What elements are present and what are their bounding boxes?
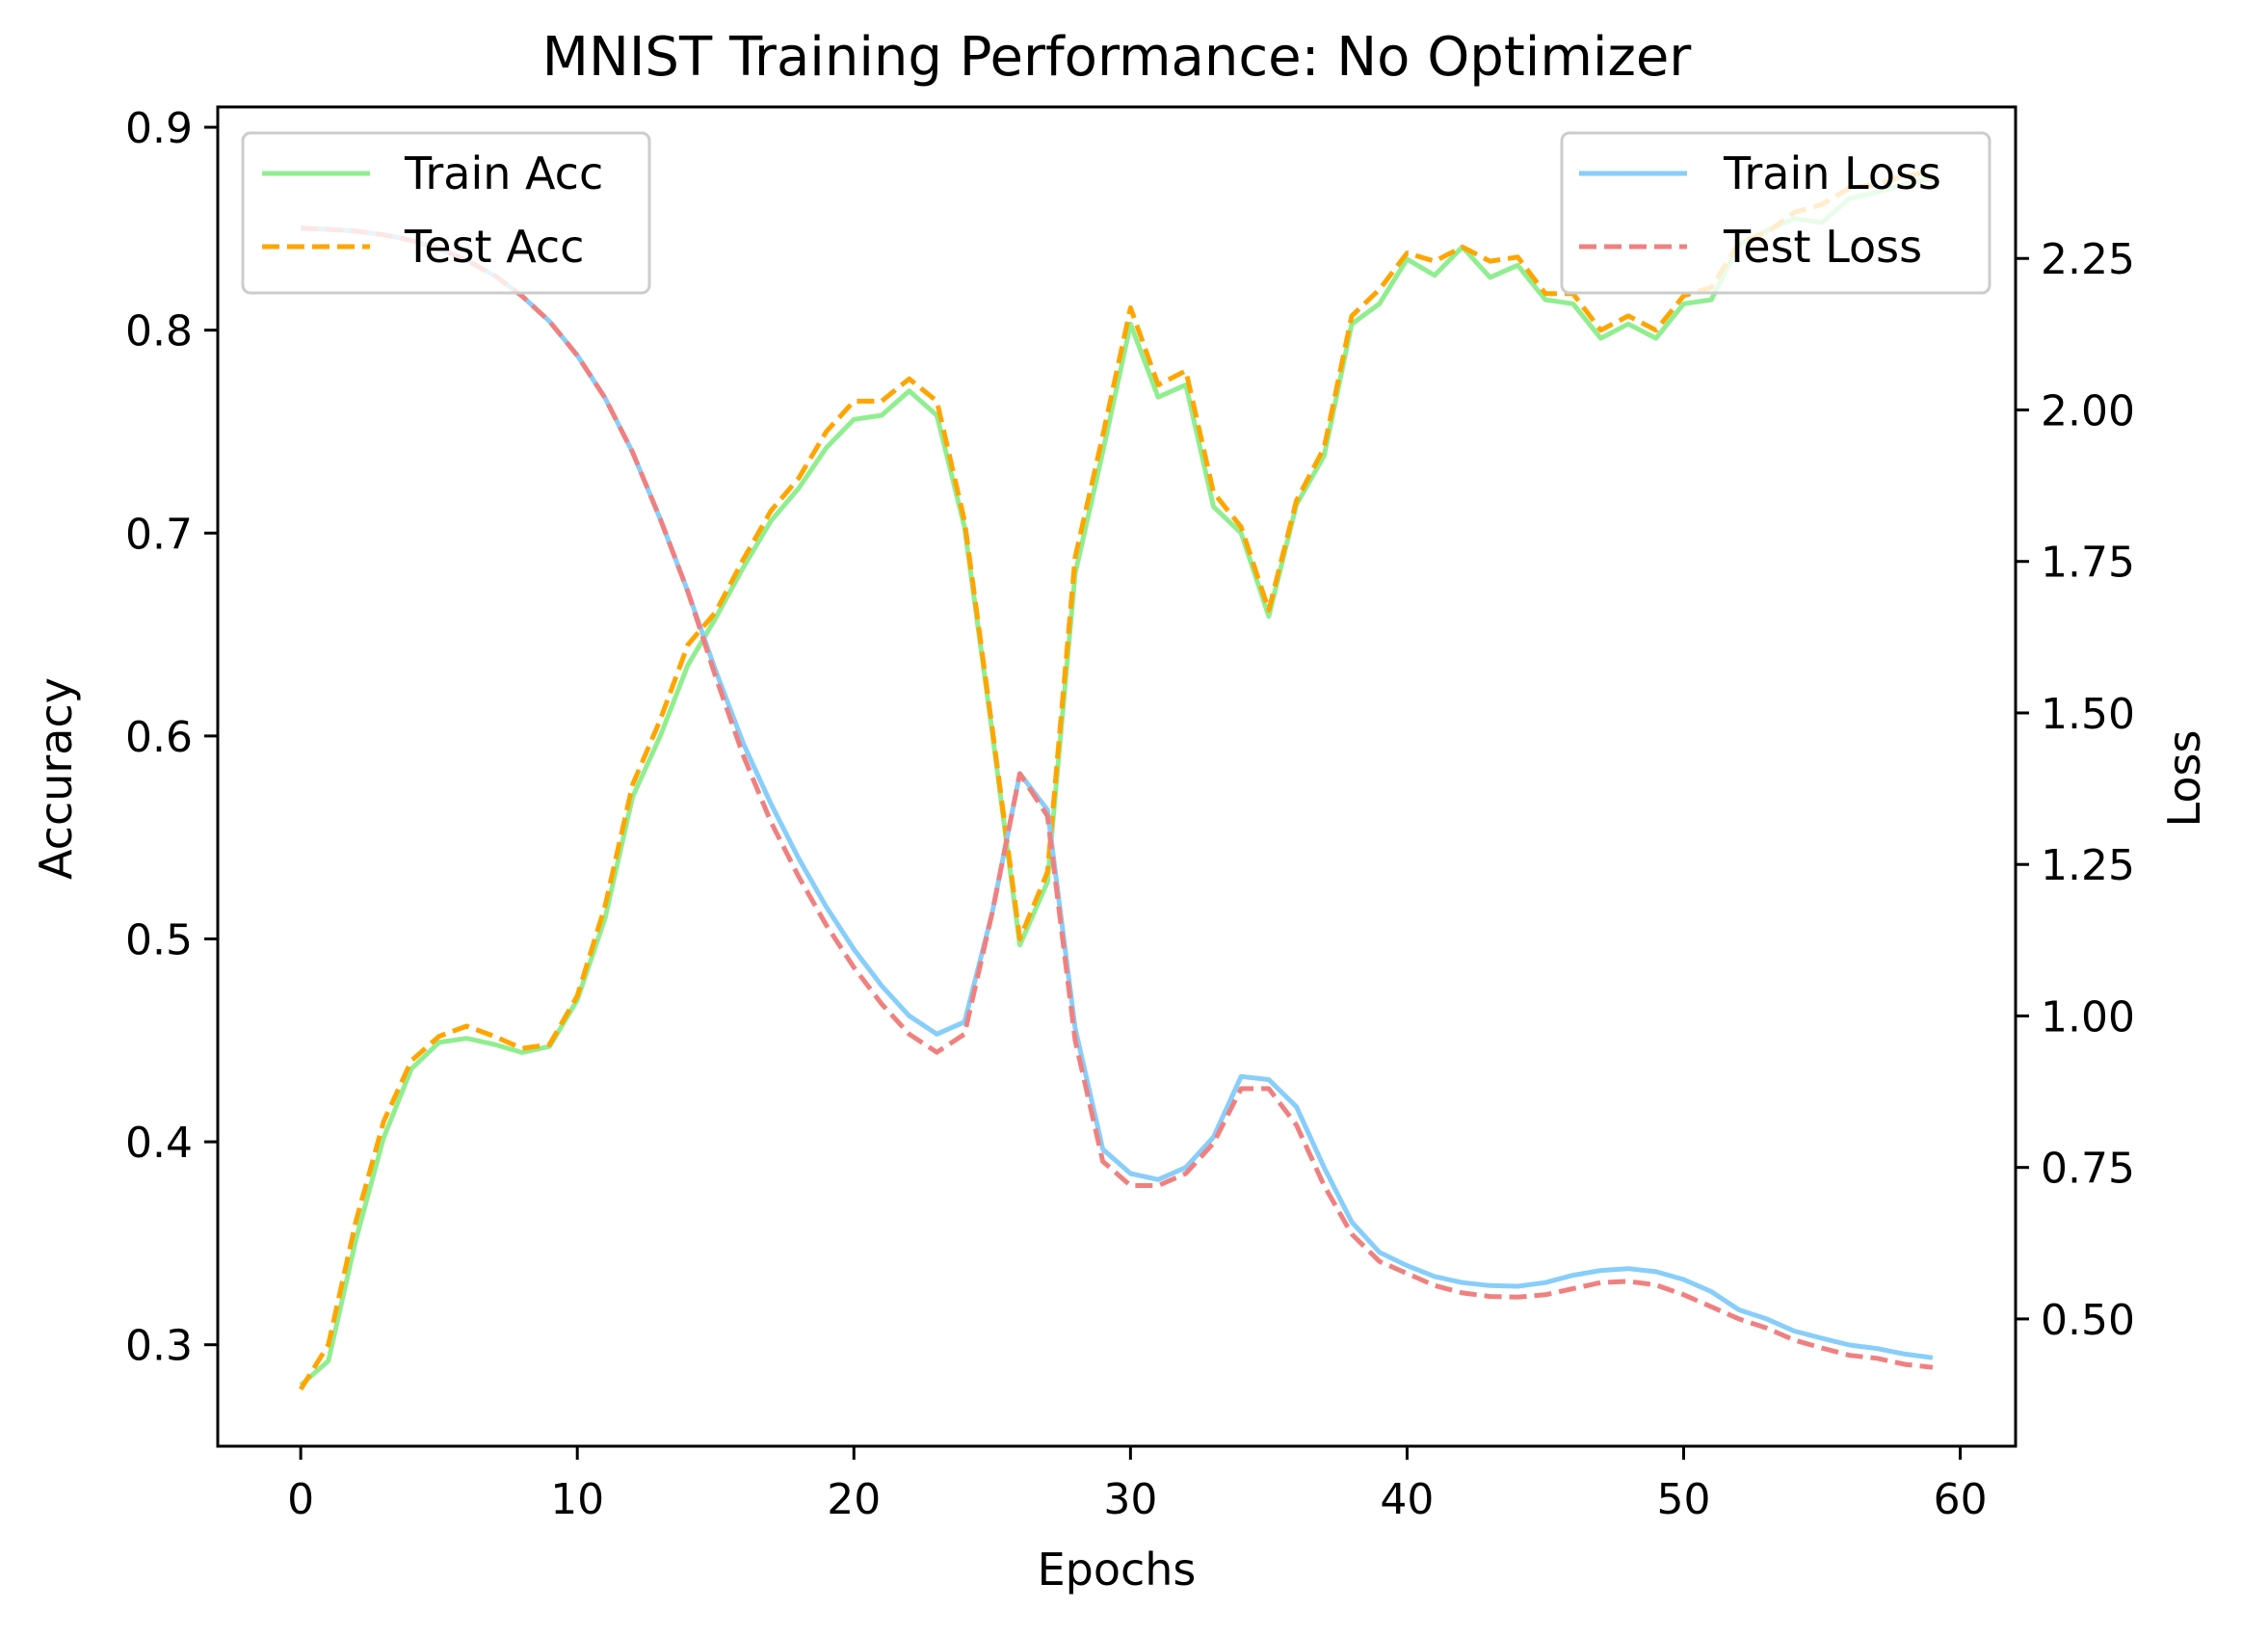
chart-title: MNIST Training Performance: No Optimizer (542, 26, 1693, 89)
plot-frame (216, 105, 2017, 1448)
x-tick-label: 10 (550, 1475, 604, 1524)
y2-axis-ticks: 0.50 0.75 1.00 1.25 1.50 1.75 2.00 2.25 (2016, 235, 2135, 1345)
series-line-test-acc (298, 169, 1934, 1391)
x-tick-label: 60 (1934, 1475, 1988, 1524)
y-tick-label: 0.7 (125, 510, 193, 559)
y-tick-label: 0.8 (125, 307, 193, 356)
y2-tick-label: 0.50 (2041, 1296, 2135, 1345)
y-tick-label: 0.3 (125, 1322, 193, 1371)
series-line-test-loss (300, 225, 1934, 1370)
y-tick-label: 0.9 (125, 104, 193, 153)
legend-test-acc-label: Test Acc (404, 221, 584, 273)
x-axis-title: Epochs (1038, 1544, 1197, 1596)
legend-train-loss-label: Train Loss (1723, 147, 1941, 199)
x-tick-label: 50 (1657, 1475, 1711, 1524)
y-tick-label: 0.5 (125, 915, 193, 964)
y-axis-ticks: 0.3 0.4 0.5 0.6 0.7 0.8 0.9 (125, 104, 218, 1371)
y2-tick-label: 2.00 (2041, 386, 2135, 435)
y2-axis-title: Loss (2158, 730, 2210, 828)
x-tick-label: 0 (287, 1475, 314, 1524)
y2-tick-label: 1.00 (2041, 992, 2135, 1042)
series-line-train-acc (299, 175, 1934, 1387)
y2-tick-label: 2.25 (2041, 235, 2135, 284)
legend-loss: Train Loss Test Loss (1560, 131, 1991, 295)
legend-train-acc-label: Train Acc (404, 147, 603, 199)
x-tick-label: 40 (1380, 1475, 1434, 1524)
legend-test-loss-label: Test Loss (1723, 221, 1922, 273)
y2-tick-label: 1.75 (2041, 539, 2135, 588)
y2-tick-label: 1.25 (2041, 841, 2135, 890)
x-axis-ticks: 0 10 20 30 40 50 60 (287, 1446, 1988, 1524)
y2-tick-label: 0.75 (2041, 1145, 2135, 1194)
y-tick-label: 0.6 (125, 713, 193, 762)
x-tick-label: 30 (1103, 1475, 1157, 1524)
series-layer (298, 169, 1934, 1391)
y2-tick-label: 1.50 (2041, 690, 2135, 739)
x-tick-label: 20 (827, 1475, 881, 1524)
y-axis-title: Accuracy (30, 677, 82, 880)
legend-accuracy: Train Acc Test Acc (241, 131, 651, 295)
y-tick-label: 0.4 (125, 1119, 193, 1168)
